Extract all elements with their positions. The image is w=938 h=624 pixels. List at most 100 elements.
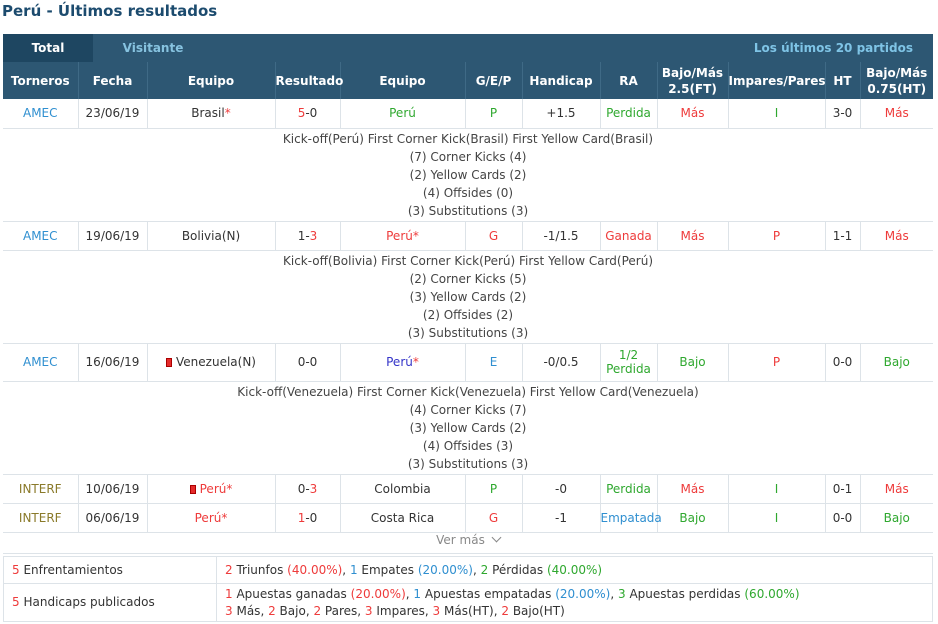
score-cell[interactable]: 5-0 [275,99,341,129]
table-row[interactable]: AMEC 23/06/19 Brasil* 5-0 Perú P +1.5 Pe… [3,99,933,129]
away-team-cell[interactable]: Perú* [340,343,466,382]
away-team-cell[interactable]: Costa Rica [340,503,466,533]
home-team-cell[interactable]: Perú* [147,474,276,504]
tournament-cell[interactable]: INTERF [3,503,79,533]
summary-label-cell: 5 Enfrentamientos [3,556,217,584]
header-bajo-mas-ht: Bajo/Más 0.75(HT) [860,62,933,99]
home-team-name[interactable]: Brasil [191,106,225,121]
table-row[interactable]: AMEC 19/06/19 Bolivia(N) 1-3 Perú* G -1/… [3,221,933,251]
tournament-cell[interactable]: AMEC [3,221,79,251]
home-team-cell[interactable]: Bolivia(N) [147,221,276,251]
detail-line: (2) Corner Kicks (5) [409,271,527,286]
away-team-cell[interactable]: Colombia [340,474,466,504]
mas-ht-label: Más(HT) [444,603,494,618]
table-row[interactable]: INTERF 10/06/19 Perú* 0-3 Colombia P -0 … [3,474,933,504]
away-team-name[interactable]: Perú [389,106,416,121]
won-pct: (20.00%) [350,586,406,601]
table-row[interactable]: AMEC 16/06/19 Venezuela(N) 0-0 Perú* E -… [3,343,933,382]
away-team-name[interactable]: Perú [386,355,413,369]
wins-pct: (40.00%) [287,562,343,577]
score-away: 0 [309,106,318,121]
bajo-mas-ht-cell: Bajo [860,343,933,382]
home-team-cell[interactable]: Brasil* [147,99,276,129]
ra-cell: 1/2 Perdida [600,343,658,382]
detail-line: (3) Substitutions (3) [407,325,529,340]
tournament-cell[interactable]: AMEC [3,99,79,129]
header-bajo-mas-ft: Bajo/Más 2.5(FT) [657,62,729,99]
impares-pares-cell: I [728,474,826,504]
home-team-cell[interactable]: Venezuela(N) [147,343,276,382]
score-cell[interactable]: 1-0 [275,503,341,533]
date-cell: 19/06/19 [78,221,148,251]
away-team-cell[interactable]: Perú* [340,221,466,251]
score-home: 5 [297,106,306,121]
ht-cell: 0-1 [825,474,861,504]
mas-label: Más [236,603,261,618]
lost-label: Apuestas perdidas [629,586,741,601]
last-20-matches-link[interactable]: Los últimos 20 partidos [753,41,913,55]
match-detail-row: Kick-off(Bolivia) First Corner Kick(Perú… [3,250,933,344]
losses-label: Pérdidas [492,562,544,577]
away-star: * [412,228,419,243]
detail-line: Kick-off(Perú) First Corner Kick(Brasil)… [282,131,654,146]
detail-line: (4) Corner Kicks (7) [409,402,527,417]
header-bajo-mas-ht-line2: 0.75(HT) [867,81,927,96]
handicap-cell: -0 [522,474,601,504]
score-home: 1 [297,228,306,243]
match-detail-row: Kick-off(Venezuela) First Corner Kick(Ve… [3,381,933,475]
won-label: Apuestas ganadas [236,586,347,601]
pares-count: 2 [313,603,322,618]
bajo-mas-ht-cell: Bajo [860,503,933,533]
detail-line: (4) Offsides (3) [422,438,514,453]
handicap-cell: +1.5 [522,99,601,129]
header-handicap: Handicap [522,62,601,99]
table-row[interactable]: INTERF 06/06/19 Perú* 1-0 Costa Rica G -… [3,503,933,533]
ra-cell: Perdida [600,474,658,504]
home-team-name[interactable]: Bolivia(N) [181,228,241,243]
home-team-name[interactable]: Perú [194,510,222,525]
bajo-label: Bajo [279,603,306,618]
away-team-name[interactable]: Perú [386,228,413,243]
home-star: * [224,106,231,121]
gep-cell: P [465,99,523,129]
summary-row-enfrentamientos: 5 Enfrentamientos 2 Triunfos (40.00%), 1… [3,556,933,584]
header-ht: HT [825,62,861,99]
away-team-cell[interactable]: Perú [340,99,466,129]
ra-cell: Empatada [600,503,662,533]
detail-line: Kick-off(Venezuela) First Corner Kick(Ve… [237,384,699,399]
away-team-name[interactable]: Colombia [374,481,431,496]
date-cell: 23/06/19 [78,99,148,129]
gep-cell: P [465,474,523,504]
bajo-mas-ft-cell: Más [657,221,729,251]
score-away: 0 [309,355,318,369]
handicap-cell: -1 [522,503,601,533]
lost-count: 3 [617,586,626,601]
score-sep: - [305,228,310,243]
tab-total[interactable]: Total [3,34,93,62]
wins-label: Triunfos [236,562,284,577]
score-sep: - [305,510,310,525]
tournament-cell[interactable]: AMEC [3,343,79,382]
home-team-name[interactable]: Venezuela(N) [176,355,256,369]
tab-visitante[interactable]: Visitante [122,41,184,55]
handicap-cell: -0/0.5 [522,343,601,382]
home-team-name[interactable]: Perú [199,481,227,496]
score-cell[interactable]: 0-0 [275,343,341,382]
impares-pares-cell: P [728,221,826,251]
detail-line: (3) Yellow Cards (2) [409,289,527,304]
bajo-ht-label: Bajo(HT) [512,603,565,618]
tab-bar: Total Visitante Los últimos 20 partidos [3,34,933,62]
tournament-cell[interactable]: INTERF [3,474,79,504]
score-cell[interactable]: 0-3 [275,474,341,504]
bajo-mas-ht-cell: Más [860,221,933,251]
home-team-cell[interactable]: Perú* [147,503,276,533]
ht-cell: 3-0 [825,99,861,129]
mas-count: 3 [225,603,233,618]
away-team-name[interactable]: Costa Rica [370,510,435,525]
date-cell: 10/06/19 [78,474,148,504]
header-equipo-home: Equipo [147,62,276,99]
summary-value-cell: 2 Triunfos (40.00%), 1 Empates (20.00%),… [216,556,933,584]
score-cell[interactable]: 1-3 [275,221,341,251]
lost-pct: (60.00%) [744,586,800,601]
ver-mas-button[interactable]: Ver más [3,526,933,554]
